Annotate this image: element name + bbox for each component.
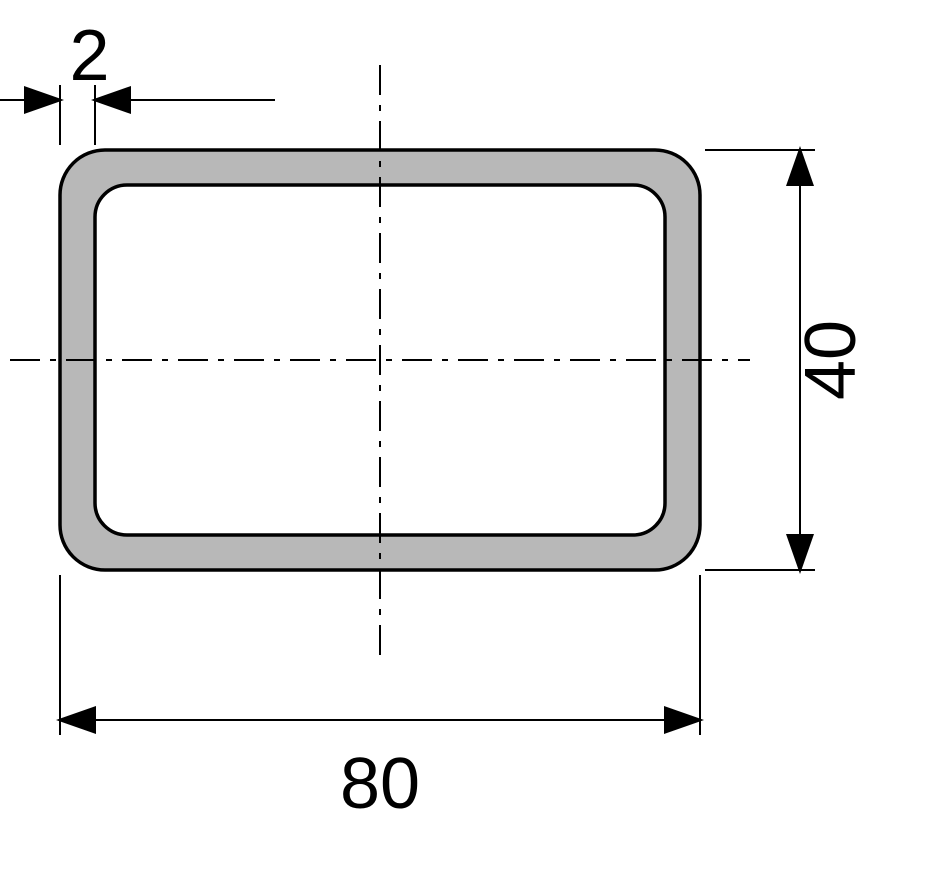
dim-label-width: 80 bbox=[340, 744, 420, 824]
dim-label-height: 40 bbox=[791, 320, 871, 400]
dim-label-thickness: 2 bbox=[69, 16, 109, 96]
cross-section-diagram: 80 40 2 bbox=[0, 0, 929, 888]
